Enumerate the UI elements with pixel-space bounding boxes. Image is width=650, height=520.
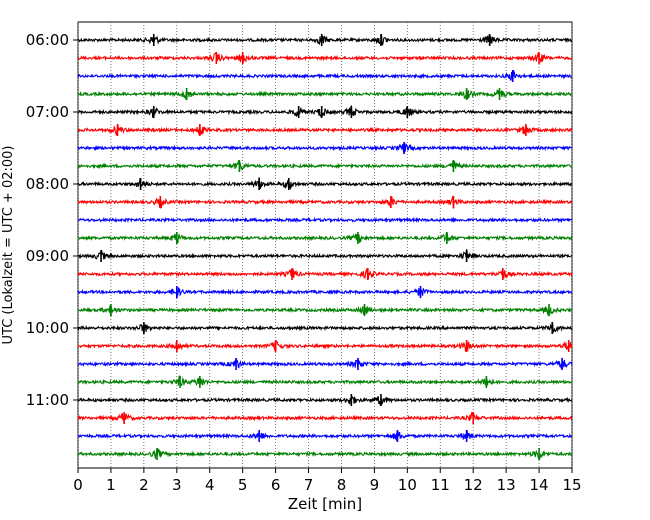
y-tick-label: 09:00 bbox=[26, 247, 69, 265]
y-tick-label: 08:00 bbox=[26, 175, 69, 193]
plot-area bbox=[77, 21, 573, 469]
x-tick-label: 0 bbox=[73, 476, 83, 494]
x-tick-label: 12 bbox=[464, 476, 483, 494]
trace-line bbox=[77, 124, 573, 136]
trace-line bbox=[77, 69, 573, 81]
trace-line bbox=[77, 216, 573, 224]
trace-line bbox=[77, 105, 573, 119]
trace-line bbox=[77, 429, 573, 441]
y-axis: 06:00 07:00 08:00 09:00 10:00 11:00 bbox=[26, 31, 78, 409]
trace-line bbox=[77, 88, 573, 101]
y-axis-label: UTC (Lokalzeit = UTC + 02:00) bbox=[1, 146, 16, 345]
x-tick-label: 3 bbox=[172, 476, 182, 494]
x-tick-label: 4 bbox=[205, 476, 215, 494]
trace-line bbox=[77, 287, 573, 300]
trace-line bbox=[77, 374, 573, 387]
y-tick-label: 06:00 bbox=[26, 31, 69, 49]
trace-line bbox=[77, 159, 573, 172]
x-tick-label: 1 bbox=[106, 476, 116, 494]
trace-line bbox=[77, 195, 573, 209]
x-tick-label: 2 bbox=[139, 476, 149, 494]
x-tick-label: 7 bbox=[304, 476, 314, 494]
x-tick-label: 10 bbox=[398, 476, 417, 494]
y-tick-label: 07:00 bbox=[26, 103, 69, 121]
x-tick-label: 9 bbox=[370, 476, 380, 494]
x-tick-label: 15 bbox=[562, 476, 581, 494]
traces bbox=[77, 34, 573, 460]
x-axis-label: Zeit [min] bbox=[288, 495, 362, 513]
trace-line bbox=[77, 323, 573, 335]
trace-line bbox=[77, 249, 573, 260]
trace-line bbox=[77, 395, 573, 407]
x-tick-label: 13 bbox=[497, 476, 516, 494]
trace-line bbox=[77, 447, 573, 459]
trace-line bbox=[77, 232, 573, 245]
x-tick-label: 14 bbox=[530, 476, 549, 494]
trace-line bbox=[77, 411, 573, 422]
x-tick-label: 5 bbox=[238, 476, 248, 494]
trace-line bbox=[77, 305, 573, 317]
trace-line bbox=[77, 340, 573, 353]
y-tick-label: 10:00 bbox=[26, 319, 69, 337]
trace-line bbox=[77, 34, 573, 46]
trace-line bbox=[77, 177, 573, 191]
trace-line bbox=[77, 142, 573, 154]
trace-line bbox=[77, 357, 573, 370]
trace-line bbox=[77, 51, 573, 64]
x-axis: 0 1 2 3 4 5 6 7 8 9 10 11 12 13 14 15 bbox=[73, 468, 582, 494]
trace-line bbox=[77, 267, 573, 280]
x-tick-label: 11 bbox=[431, 476, 450, 494]
y-tick-label: 11:00 bbox=[26, 391, 69, 409]
vertical-grid bbox=[77, 22, 573, 468]
x-tick-label: 8 bbox=[337, 476, 347, 494]
x-tick-label: 6 bbox=[271, 476, 281, 494]
